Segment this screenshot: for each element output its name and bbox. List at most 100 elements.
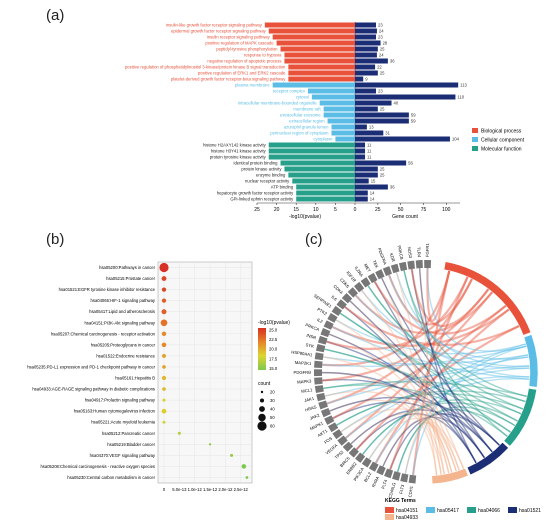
pathway-label: hsa05207:Chemical carcinogenesis - recep… [51,331,156,336]
go-term-label: intracellular membrane-bounded organelle [238,101,317,106]
gene-label: CDK6 [339,277,351,289]
gene-count-label: 113 [460,83,467,88]
gene-count-label: 14 [370,197,375,202]
logp-bar [280,160,355,166]
gene-segment [398,261,408,272]
gene-segment [336,299,347,310]
chord-link [321,371,445,475]
logp-bar [284,52,355,58]
gene-label: MAP2K1 [295,360,313,366]
chord-link [329,396,501,446]
chord-link [336,390,526,426]
gene-count-label: 25 [380,167,385,172]
gene-segment [314,377,323,385]
legend-swatch [472,137,478,142]
go-term-label: peptidyl-tyrosine phosphorylation [216,47,278,52]
chord-link [322,379,493,453]
go-term-label: receptor complex [273,89,306,94]
chord-link [367,285,526,403]
pathway-label: hsa05212:Pancreatic cancer [102,431,156,436]
gene-label: INSR [306,333,317,341]
gene-count-bar [355,172,378,178]
gene-count-bar [355,166,378,172]
chord-link [410,268,490,328]
gene-segment [375,269,385,280]
chord-link [324,348,516,427]
gene-count-label: 24 [379,29,384,34]
gene-label: FLT3 [398,483,405,494]
chord-link [326,340,501,446]
color-legend-tick: 25.0 [269,328,278,333]
pathway-label: hsa05205:Proteoglycans in cancer [91,342,156,347]
gene-segment [408,474,417,484]
logp-bar [307,88,355,94]
gene-segment [320,408,331,418]
pathway-label: hsa05235:PD-L1 expression and PD-1 check… [27,364,155,369]
pathway-label: hsa04370:VEGF signaling pathway [90,453,156,458]
gene-segment [337,435,348,446]
logp-bar [331,124,355,130]
pathway-point [160,319,168,327]
chord-link [331,308,510,347]
gene-count-bar [355,46,378,52]
go-term-label: histone H2AXY142 kinase activity [203,143,267,148]
gene-segment [320,327,331,338]
panel-label-b: (b) [46,231,64,248]
gene-label: TEK [372,259,380,269]
pathway-label: hsa05200:Pathways in cancer [99,265,155,270]
pathway-point [162,420,166,424]
gene-count-label: 31 [385,131,390,136]
pathway-label: hsa01521:EGFR tyrosine kinase inhibitor … [59,287,156,292]
size-legend-label: 20 [270,390,275,395]
chord-link [326,356,530,405]
logp-bar [288,70,355,76]
chord-link [361,289,465,470]
chord-link [426,267,451,322]
chord-link [340,375,530,433]
go-term-label: positive regulation of ERK1 and ERK2 cas… [198,71,286,76]
gene-count-bar [355,82,459,88]
chord-link [322,354,529,365]
kegg-legend-swatch [467,507,476,513]
chord-link [404,422,450,475]
pathway-label: hsa05161:Hepatitis B [115,376,155,381]
gene-segment [360,277,371,288]
x-tick-label: 1.0e-12 [188,487,203,492]
gene-segment [316,344,326,353]
chord-link [344,306,477,464]
go-term-label: GPI-linked ephrin receptor activity [230,197,294,202]
gene-label: NOS3 [407,246,414,259]
color-legend-bar [258,328,266,370]
chord-link [412,345,527,476]
panel-label-c: (c) [305,231,323,248]
pathway-label: hsa05219:Bladder cancer [107,442,155,447]
chord-link [345,367,530,439]
gene-label: MAPK3 [297,378,312,384]
gene-count-label: 14 [370,191,375,196]
chord-link [388,274,530,360]
gene-count-label: 36 [390,59,395,64]
kegg-legend-title: KEGG Terms [385,498,416,504]
logp-bar [288,64,355,70]
gene-segment [353,281,365,293]
gene-segment [367,272,378,284]
chord-link [373,280,507,335]
chord-link [349,300,493,453]
gene-label: PDGFRB [294,370,312,375]
size-legend-label: 30 [270,398,275,403]
gene-count-label: 56 [408,161,413,166]
gene-count-bar [355,40,381,46]
chord-link [322,270,451,367]
gene-count-label: 9 [365,77,368,82]
gene-label: MCL1 [301,387,313,394]
pathway-point [159,262,169,273]
left-tick-label: 5 [334,207,337,213]
size-legend-circle [259,398,265,403]
pathway-point [161,287,167,292]
chord-link [418,268,477,464]
gene-label: MET [363,263,372,274]
gene-count-bar [355,178,369,184]
gene-count-bar [355,76,364,82]
size-legend-label: 60 [270,424,275,429]
gene-segment [331,305,343,316]
